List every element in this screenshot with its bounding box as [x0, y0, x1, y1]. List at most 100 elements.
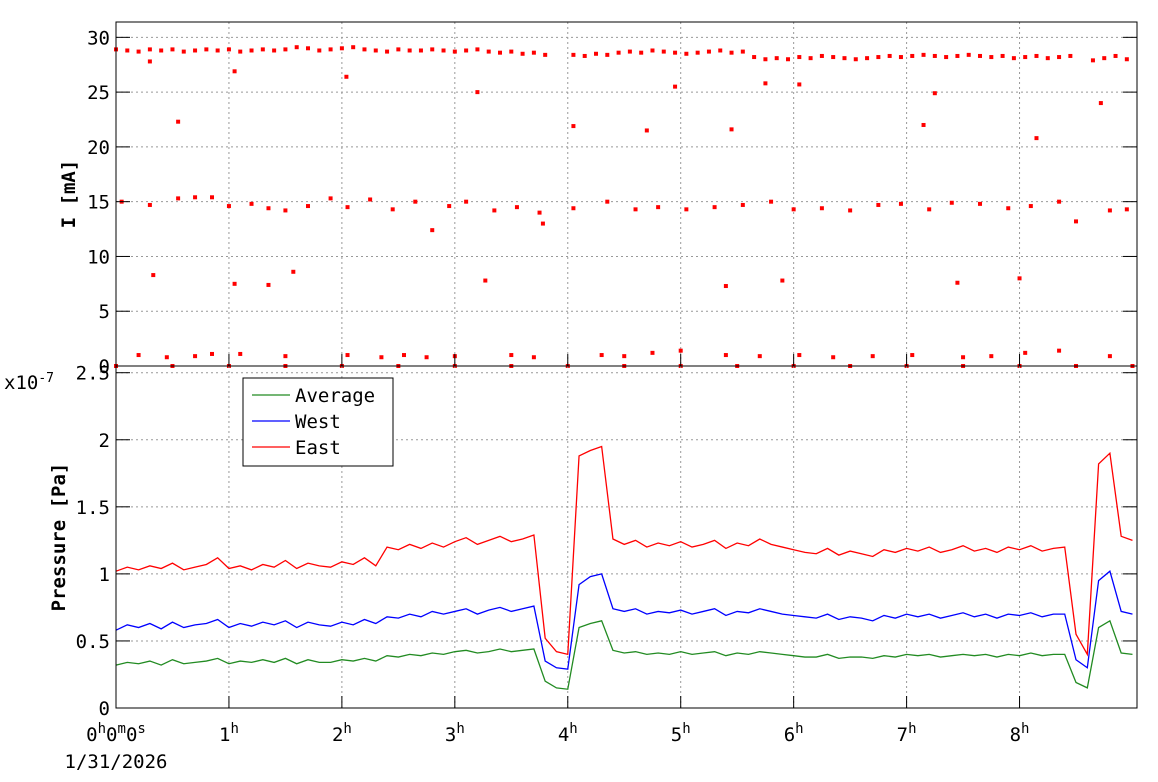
data-point: [1034, 136, 1039, 141]
data-point: [678, 348, 683, 353]
data-point: [475, 90, 480, 95]
data-point: [1068, 53, 1073, 58]
data-point: [531, 50, 536, 55]
data-point: [147, 202, 152, 207]
data-point: [723, 284, 728, 289]
data-point: [249, 201, 254, 206]
data-point: [887, 53, 892, 58]
data-point: [520, 51, 525, 56]
data-point: [831, 55, 836, 60]
y-tick-label: 2.5: [76, 363, 110, 385]
data-point: [294, 45, 299, 50]
data-point: [763, 57, 768, 62]
data-point: [1057, 55, 1062, 60]
data-point: [949, 200, 954, 205]
data-point: [599, 353, 604, 358]
data-point: [605, 52, 610, 57]
data-point: [1124, 57, 1129, 62]
data-point: [633, 207, 638, 212]
data-point: [238, 351, 243, 356]
data-point: [283, 354, 288, 359]
data-point: [684, 51, 689, 56]
y-tick-label: 30: [87, 27, 110, 49]
x-tick-label: 2h: [332, 721, 352, 746]
data-point: [650, 350, 655, 355]
data-point: [797, 82, 802, 87]
data-point: [989, 55, 994, 60]
data-point: [752, 55, 757, 60]
data-point: [1000, 53, 1005, 58]
data-point: [627, 49, 632, 54]
data-point: [402, 353, 407, 358]
data-point: [531, 355, 536, 360]
data-point: [283, 208, 288, 213]
data-point: [509, 353, 514, 358]
y-multiplier: x10-7: [4, 371, 54, 395]
data-point: [966, 52, 971, 57]
y-tick-label: 2: [99, 430, 110, 452]
data-point: [1011, 56, 1016, 61]
data-point: [1098, 101, 1103, 106]
y-tick-label: 0: [99, 356, 110, 378]
data-point: [430, 228, 435, 233]
data-point: [543, 52, 548, 57]
y-axis-title: I [mA]: [58, 160, 80, 229]
data-point: [978, 53, 983, 58]
data-point: [441, 48, 446, 53]
y-tick-label: 15: [87, 192, 110, 214]
data-point: [1057, 199, 1062, 204]
data-point: [932, 53, 937, 58]
data-point: [644, 128, 649, 133]
x-tick-label: 1h: [219, 721, 239, 746]
x-tick-label: 3h: [445, 721, 465, 746]
data-point: [695, 50, 700, 55]
data-point: [712, 205, 717, 210]
data-point: [955, 280, 960, 285]
data-point: [797, 55, 802, 60]
data-point: [571, 206, 576, 211]
data-point: [151, 273, 156, 278]
legend-label: West: [295, 411, 341, 433]
data-point: [509, 49, 514, 54]
data-point: [413, 199, 418, 204]
data-point: [961, 355, 966, 360]
y-tick-label: 5: [99, 301, 110, 323]
x-tick-label: 4h: [558, 721, 578, 746]
data-point: [729, 127, 734, 132]
data-point: [232, 69, 237, 74]
data-point: [210, 195, 215, 200]
data-point: [876, 202, 881, 207]
data-point: [898, 201, 903, 206]
data-point: [306, 204, 311, 209]
data-point: [808, 56, 813, 61]
data-point: [955, 53, 960, 58]
data-point: [786, 57, 791, 62]
data-point: [164, 355, 169, 360]
series-line: [115, 445, 1133, 657]
data-point: [368, 197, 373, 202]
data-point: [226, 47, 231, 52]
data-point: [723, 353, 728, 358]
data-point: [272, 48, 277, 53]
data-point: [594, 51, 599, 56]
data-point: [616, 50, 621, 55]
data-point: [537, 210, 542, 215]
data-point: [385, 49, 390, 54]
data-point: [306, 46, 311, 51]
data-point: [1107, 354, 1112, 359]
plot-frame: [115, 365, 1138, 709]
data-point: [430, 47, 435, 52]
data-point: [238, 49, 243, 54]
data-point: [1017, 276, 1022, 281]
data-point: [379, 355, 384, 360]
data-point: [345, 205, 350, 210]
data-point: [797, 353, 802, 358]
x-tick-label: 7h: [897, 721, 917, 746]
data-point: [1113, 53, 1118, 58]
data-point: [650, 48, 655, 53]
data-point: [181, 49, 186, 54]
data-point: [1045, 56, 1050, 61]
data-point: [1028, 204, 1033, 209]
data-point: [351, 45, 356, 50]
